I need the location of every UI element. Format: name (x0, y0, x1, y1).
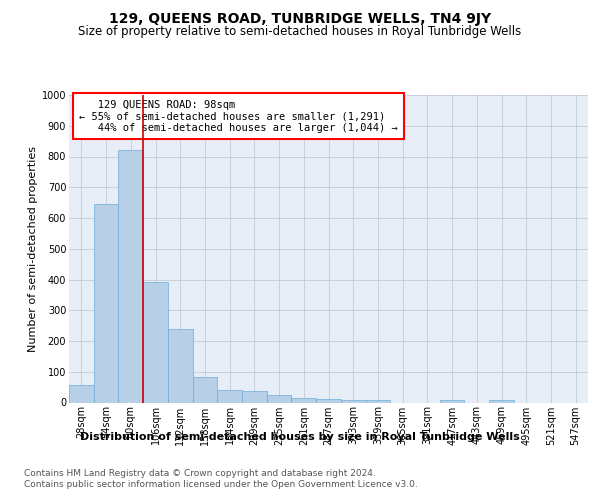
Bar (267, 396, 292, 402)
Bar (217, 390, 242, 402)
Text: Contains public sector information licensed under the Open Government Licence v3: Contains public sector information licen… (24, 480, 418, 489)
Text: Size of property relative to semi-detached houses in Royal Tunbridge Wells: Size of property relative to semi-detach… (79, 25, 521, 38)
Text: Contains HM Land Registry data © Crown copyright and database right 2024.: Contains HM Land Registry data © Crown c… (24, 469, 376, 478)
Bar (94, 204, 118, 402)
Bar (489, 400, 514, 402)
Bar (242, 391, 267, 402)
Bar (193, 377, 217, 402)
Bar (440, 400, 464, 402)
Bar (292, 398, 316, 402)
Text: 129 QUEENS ROAD: 98sqm
← 55% of semi-detached houses are smaller (1,291)
   44% : 129 QUEENS ROAD: 98sqm ← 55% of semi-det… (79, 100, 398, 133)
Bar (341, 400, 365, 402)
Bar (118, 150, 143, 402)
Text: 129, QUEENS ROAD, TUNBRIDGE WELLS, TN4 9JY: 129, QUEENS ROAD, TUNBRIDGE WELLS, TN4 9… (109, 12, 491, 26)
Bar (69, 385, 94, 402)
Bar (143, 282, 168, 403)
Bar (316, 399, 341, 402)
Y-axis label: Number of semi-detached properties: Number of semi-detached properties (28, 146, 38, 352)
Bar (365, 400, 390, 402)
Text: Distribution of semi-detached houses by size in Royal Tunbridge Wells: Distribution of semi-detached houses by … (80, 432, 520, 442)
Bar (168, 328, 193, 402)
